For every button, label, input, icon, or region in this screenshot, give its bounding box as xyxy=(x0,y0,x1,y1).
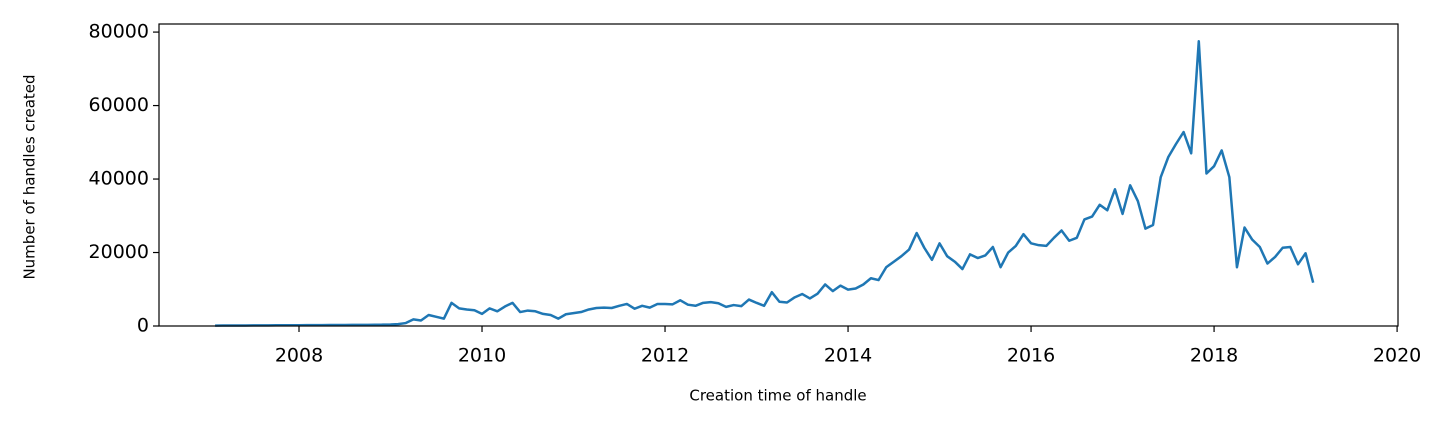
x-tick-label: 2012 xyxy=(641,345,689,367)
x-tick-label: 2020 xyxy=(1373,345,1421,367)
plot-frame xyxy=(158,23,1399,327)
y-axis-label: Number of handles created xyxy=(21,74,39,279)
y-tick-label: 60000 xyxy=(89,94,149,116)
y-tick-label: 20000 xyxy=(89,241,149,263)
x-tick-label: 2018 xyxy=(1190,345,1238,367)
line xyxy=(215,40,1315,327)
y-tick-label: 80000 xyxy=(89,21,149,43)
y-tick-label: 0 xyxy=(137,315,149,337)
x-tick-label: 2014 xyxy=(824,345,872,367)
x-tick-label: 2010 xyxy=(458,345,506,367)
x-tick-label: 2008 xyxy=(275,345,323,367)
y-tick-label: 40000 xyxy=(89,168,149,190)
x-tick-label: 2016 xyxy=(1007,345,1055,367)
x-axis-label: Creation time of handle xyxy=(689,387,866,405)
